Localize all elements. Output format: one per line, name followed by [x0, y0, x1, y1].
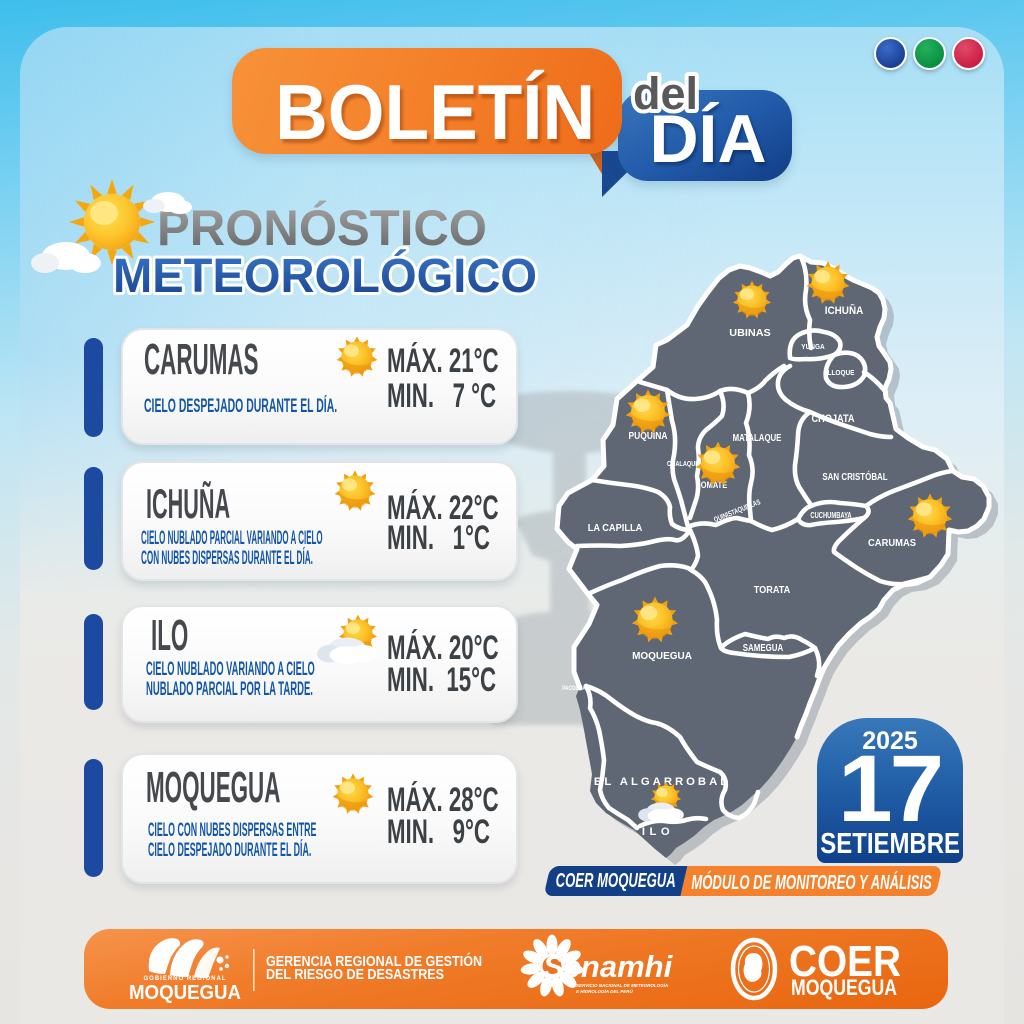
svg-text:TORATA: TORATA: [754, 585, 791, 596]
svg-text:CUCHUMBAYA: CUCHUMBAYA: [810, 512, 851, 520]
svg-text:MOQUEGUA: MOQUEGUA: [791, 975, 897, 1000]
svg-text:CHOJATA: CHOJATA: [811, 413, 855, 425]
svg-text:SERVICIO NACIONAL DE METEOROLO: SERVICIO NACIONAL DE METEOROLOGÍA: [576, 982, 668, 988]
svg-text:PRONÓSTICO: PRONÓSTICO: [157, 200, 487, 256]
svg-text:ICHUÑA: ICHUÑA: [825, 303, 864, 317]
svg-text:DEL RIESGO DE DESASTRES: DEL RIESGO DE DESASTRES: [266, 967, 444, 983]
svg-text:PUQUINA: PUQUINA: [629, 430, 668, 441]
svg-text:PACOCHA: PACOCHA: [562, 686, 586, 693]
svg-text:UBINAS: UBINAS: [729, 327, 771, 339]
svg-text:del: del: [633, 68, 698, 119]
svg-text:METEOROLÓGICO: METEOROLÓGICO: [113, 248, 537, 303]
svg-text:GERENCIA REGIONAL DE GESTIÓN: GERENCIA REGIONAL DE GESTIÓN: [266, 952, 482, 970]
svg-text:GOBIERNO REGIONAL: GOBIERNO REGIONAL: [143, 976, 226, 982]
svg-text:E HIDROLOGÍA DEL PERÚ: E HIDROLOGÍA DEL PERÚ: [576, 988, 634, 994]
svg-text:SAN CRISTÓBAL: SAN CRISTÓBAL: [822, 470, 888, 482]
svg-text:MATALAQUE: MATALAQUE: [733, 432, 782, 443]
svg-text:YUNGA: YUNGA: [801, 344, 825, 351]
svg-text:OMATE: OMATE: [701, 479, 728, 490]
svg-text:ILO: ILO: [642, 826, 674, 838]
svg-text:MOQUEGUA: MOQUEGUA: [632, 651, 693, 662]
svg-text:LLOQUE: LLOQUE: [828, 370, 855, 377]
svg-text:MOQUEGUA: MOQUEGUA: [129, 982, 241, 1004]
svg-text:EL ALGARROBAL: EL ALGARROBAL: [594, 776, 730, 788]
svg-text:COALAQUE: COALAQUE: [667, 460, 700, 468]
svg-text:CARUMAS: CARUMAS: [868, 538, 916, 549]
svg-text:COER: COER: [789, 937, 901, 986]
svg-text:Senamhi: Senamhi: [543, 949, 674, 984]
svg-text:SAMEGUA: SAMEGUA: [743, 642, 784, 653]
svg-text:LA CAPILLA: LA CAPILLA: [588, 523, 643, 535]
